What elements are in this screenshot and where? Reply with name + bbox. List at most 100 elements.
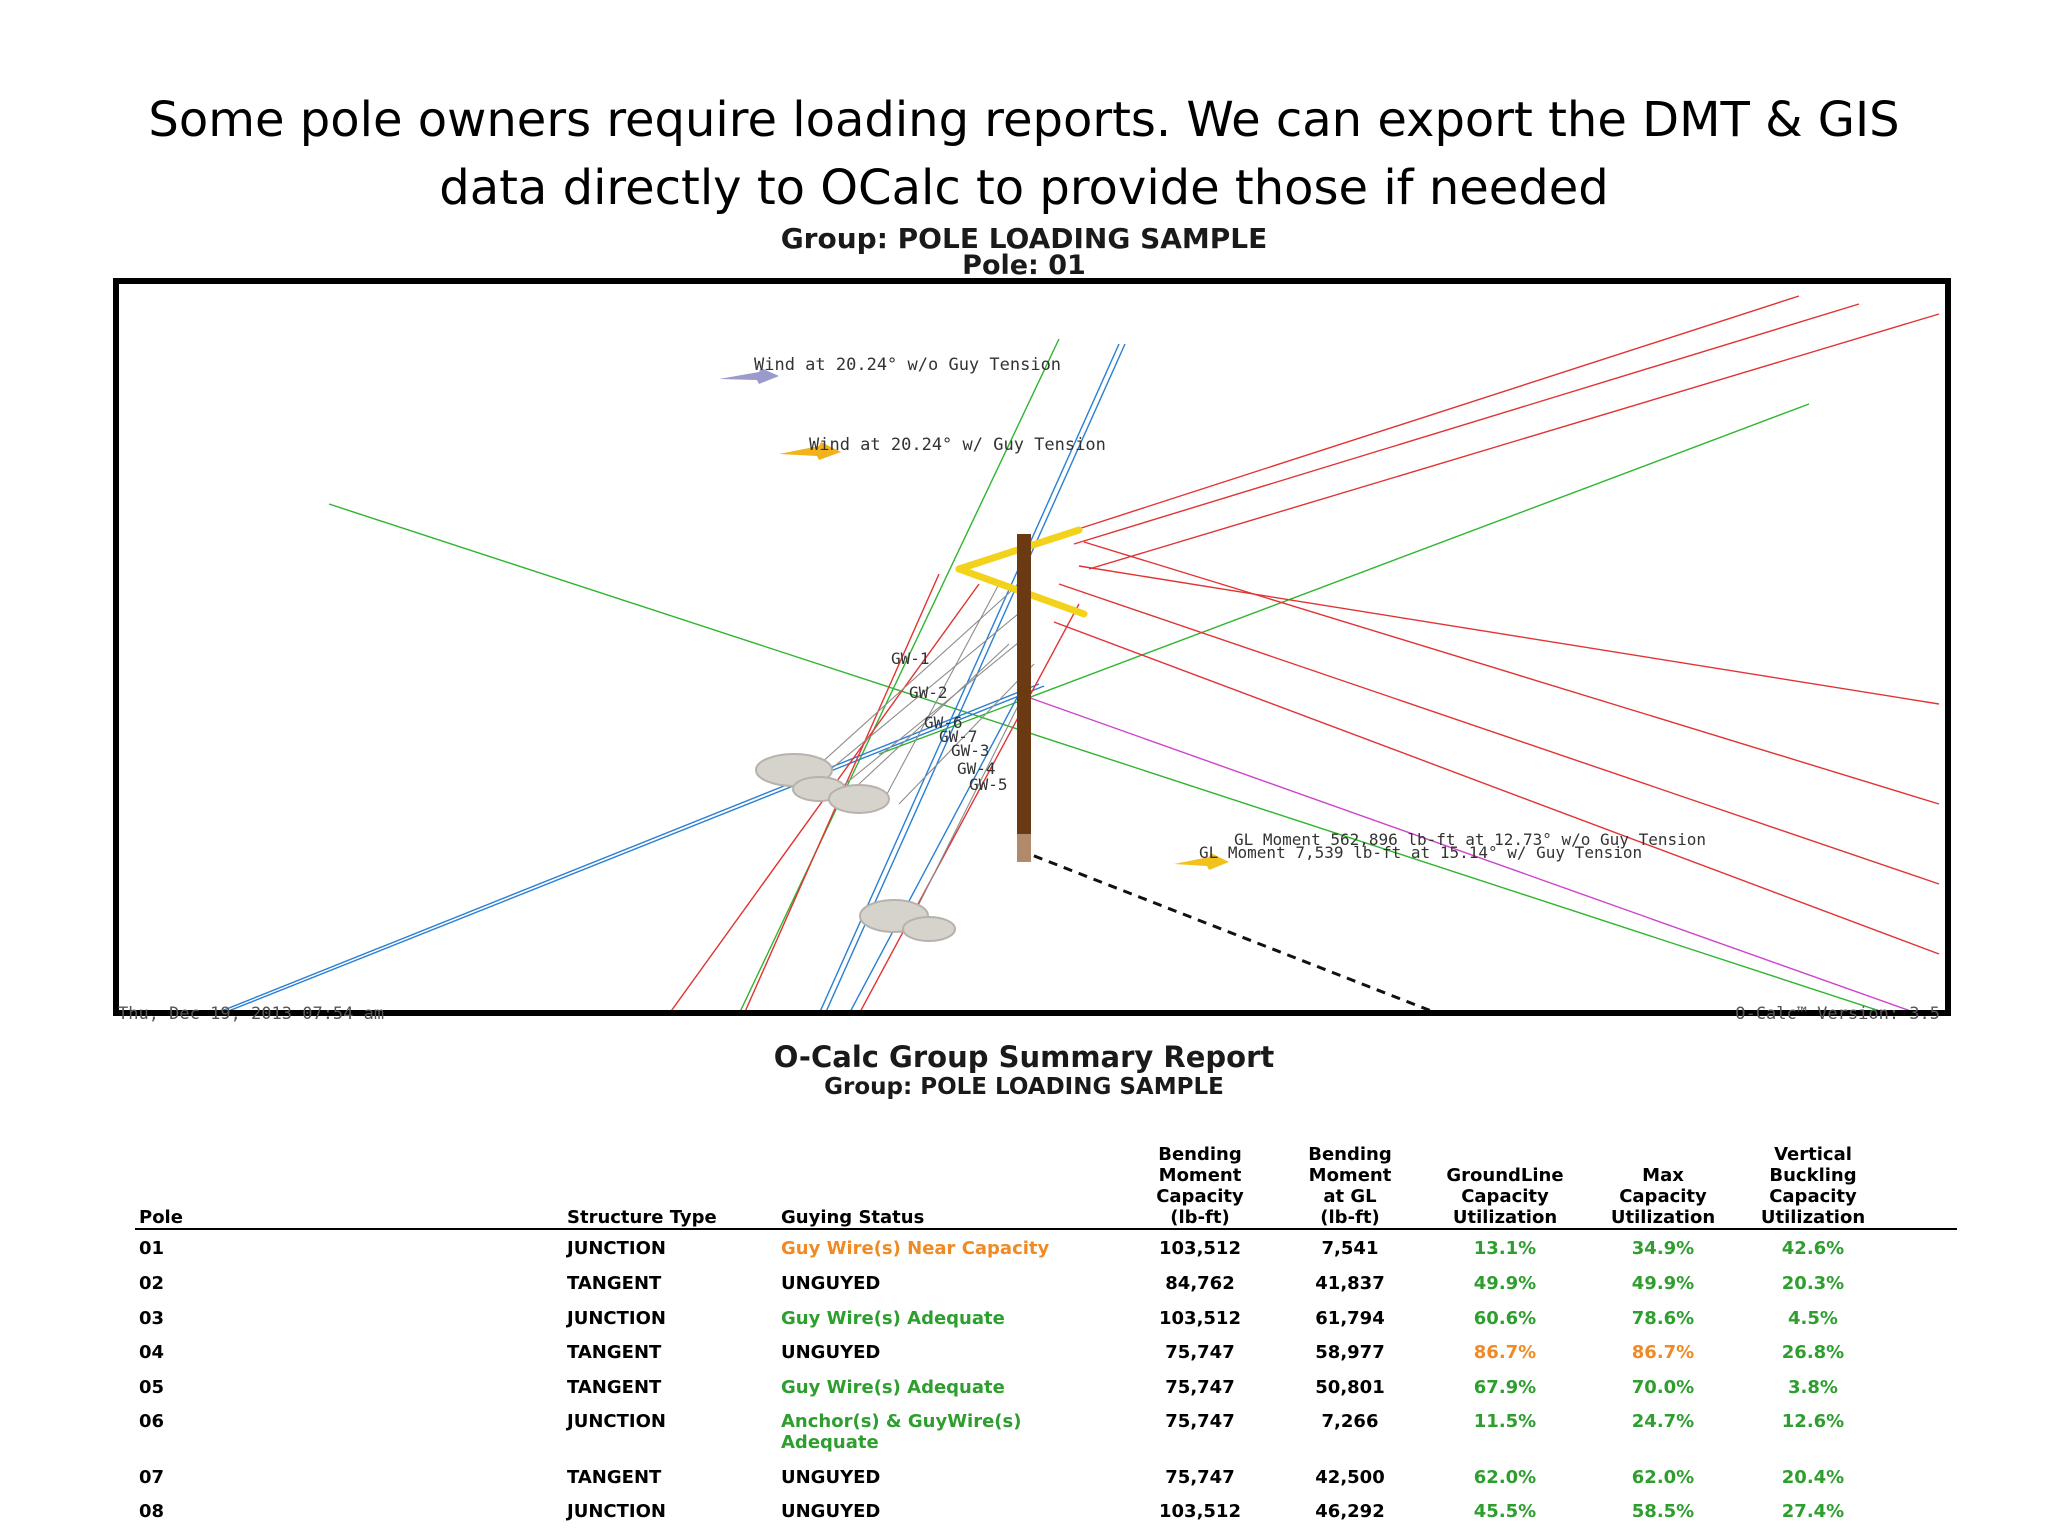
cell-bending-moment-capacity: 103,512 [1159,1501,1241,1522]
plot-timestamp: Thu, Dec 19, 2013 07:54 am [118,1004,385,1024]
cell-max-utilization: 34.9% [1631,1238,1695,1259]
cell-vertical-buckling: 42.6% [1781,1238,1845,1259]
slide-title-line-1: Some pole owners require loading reports… [148,92,1900,148]
anchor-icon [828,784,890,814]
cell-bending-moment-gl: 42,500 [1315,1467,1385,1488]
utility-pole [1017,534,1031,834]
cell-guying-status: UNGUYED [781,1273,881,1294]
cell-vertical-buckling: 20.4% [1781,1467,1845,1488]
cell-pole: 01 [139,1238,165,1259]
cell-bending-moment-capacity: 84,762 [1165,1273,1235,1294]
cell-max-utilization: 70.0% [1631,1377,1695,1398]
cell-pole: 04 [139,1342,165,1363]
cell-structure-type: TANGENT [567,1467,662,1488]
cell-structure-type: TANGENT [567,1342,662,1363]
ground-reference-dashed-line [1018,848,1433,1010]
cell-pole: 06 [139,1411,165,1432]
cell-guying-status: UNGUYED [781,1501,881,1522]
cell-groundline-utilization: 60.6% [1473,1308,1537,1329]
cell-groundline-utilization: 45.5% [1473,1501,1537,1522]
cell-bending-moment-capacity: 75,747 [1165,1342,1235,1363]
guy-wire-label: GW-2 [909,683,948,702]
column-header-pole: Pole [139,1207,183,1228]
guy-wire-label: GW-1 [891,649,930,668]
cell-max-utilization: 86.7% [1631,1342,1695,1363]
cell-guying-status: Guy Wire(s) Adequate [781,1377,1005,1398]
cell-bending-moment-gl: 61,794 [1315,1308,1385,1329]
cell-groundline-utilization: 86.7% [1473,1342,1537,1363]
cell-bending-moment-gl: 50,801 [1315,1377,1385,1398]
column-header-structure-type: Structure Type [567,1207,717,1228]
cell-max-utilization: 49.9% [1631,1273,1695,1294]
cell-bending-moment-gl: 7,266 [1321,1411,1379,1432]
cell-guying-status: UNGUYED [781,1467,881,1488]
plot-pole-label: Pole: 01 [962,250,1086,281]
cell-vertical-buckling: 4.5% [1788,1308,1838,1329]
cell-bending-moment-gl: 7,541 [1321,1238,1379,1259]
wind-without-guy-arrow-icon [719,368,779,384]
cell-groundline-utilization: 62.0% [1473,1467,1537,1488]
plot-group-label: Group: POLE LOADING SAMPLE [780,222,1268,255]
cell-pole: 03 [139,1308,165,1329]
cell-guying-status: Guy Wire(s) Near Capacity [781,1238,1050,1259]
guy-wires [808,583,1035,925]
column-header-vertical-buckling: Vertical Buckling Capacity Utilization [1760,1144,1866,1228]
ocalc-version: O-Calc™ Version: 3.5 [1735,1004,1940,1024]
cell-bending-moment-capacity: 75,747 [1165,1467,1235,1488]
slide-title: Some pole owners require loading reports… [0,86,2048,222]
guy-wire-label: GW-6 [924,713,963,732]
guy-wire-labels: GW-1 GW-2 GW-6 GW-7 GW-3 GW-4 GW-5 [891,649,1008,794]
column-header-bending-moment-gl: Bending Moment at GL (lb-ft) [1308,1144,1392,1228]
cell-structure-type: TANGENT [567,1377,662,1398]
guy-wire-label: GW-4 [957,759,996,778]
gl-moment-arrow-icon [1174,853,1229,870]
cell-pole: 02 [139,1273,165,1294]
cell-vertical-buckling: 12.6% [1781,1411,1845,1432]
cell-vertical-buckling: 3.8% [1788,1377,1838,1398]
cell-vertical-buckling: 20.3% [1781,1273,1845,1294]
cell-bending-moment-capacity: 103,512 [1159,1238,1241,1259]
anchor-icon [902,916,956,942]
table-header: Pole Structure Type Guying Status Bendin… [135,1143,1957,1230]
cell-pole: 07 [139,1467,165,1488]
cell-max-utilization: 58.5% [1631,1501,1695,1522]
cell-max-utilization: 62.0% [1631,1467,1695,1488]
cell-groundline-utilization: 49.9% [1473,1273,1537,1294]
column-header-groundline-utilization: GroundLine Capacity Utilization [1446,1165,1564,1228]
guy-wire-label: GW-3 [951,741,990,760]
green-span-lines [328,338,1880,1010]
cell-pole: 05 [139,1377,165,1398]
pole-loading-drawing: Wind at 20.24° w/o Guy Tension Wind at 2… [222,295,1940,1010]
anchor-icons [755,753,956,942]
cell-structure-type: JUNCTION [567,1308,666,1329]
gl-moment-with-guy-label: GL Moment 7,539 lb-ft at 15.14° w/ Guy T… [1199,843,1642,862]
cell-structure-type: TANGENT [567,1273,662,1294]
cell-max-utilization: 24.7% [1631,1411,1695,1432]
pole-butt [1017,834,1031,862]
cell-vertical-buckling: 26.8% [1781,1342,1845,1363]
column-header-bending-moment-capacity: Bending Moment Capacity (lb-ft) [1156,1144,1244,1228]
cell-guying-status: Guy Wire(s) Adequate [781,1308,1005,1329]
cell-structure-type: JUNCTION [567,1238,666,1259]
report-group: Group: POLE LOADING SAMPLE [824,1074,1224,1100]
wind-with-guy-label: Wind at 20.24° w/ Guy Tension [809,435,1106,455]
cell-structure-type: JUNCTION [567,1501,666,1522]
cell-bending-moment-gl: 46,292 [1315,1501,1385,1522]
slide-title-line-2: data directly to OCalc to provide those … [439,160,1609,216]
cell-structure-type: JUNCTION [567,1411,666,1432]
column-header-max-utilization: Max Capacity Utilization [1610,1165,1716,1228]
cell-bending-moment-capacity: 75,747 [1165,1411,1235,1432]
cell-bending-moment-capacity: 103,512 [1159,1308,1241,1329]
cell-pole: 08 [139,1501,165,1522]
magenta-span-line [1018,693,1910,1010]
guy-wire-label: GW-7 [939,727,978,746]
cell-guying-status: UNGUYED [781,1342,881,1363]
wind-without-guy-label: Wind at 20.24° w/o Guy Tension [754,355,1061,375]
wind-with-guy-arrow-icon [779,442,841,460]
cell-guying-status: Anchor(s) & GuyWire(s) Adequate [781,1411,1022,1453]
gl-moment-without-guy-label: GL Moment 562,896 lb-ft at 12.73° w/o Gu… [1234,830,1706,849]
cell-bending-moment-gl: 58,977 [1315,1342,1385,1363]
report-title: O-Calc Group Summary Report [773,1040,1275,1074]
guy-wire-label: GW-5 [969,775,1008,794]
cell-bending-moment-gl: 41,837 [1315,1273,1385,1294]
